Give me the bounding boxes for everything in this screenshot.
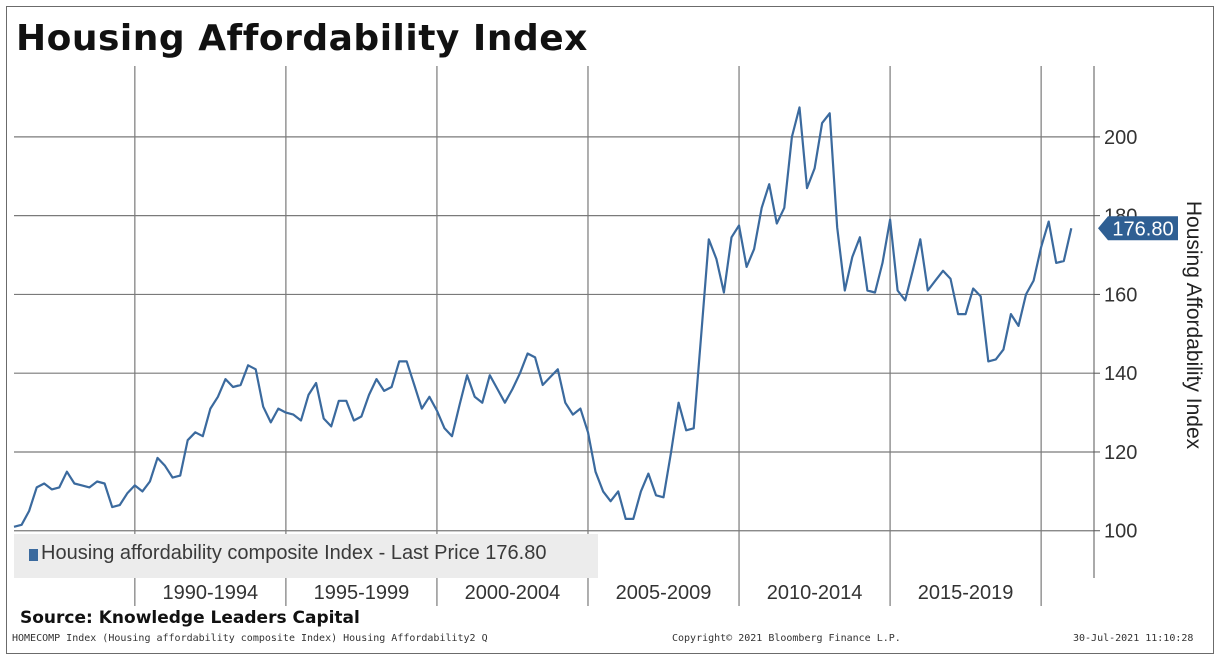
- legend: [14, 534, 598, 578]
- x-tick-labels: 1990-1994 1995-1999 2000-2004 2005-2009 2010…: [163, 582, 1014, 604]
- chart-title: Housing Affordability Index: [16, 18, 588, 59]
- series-line: [13, 106, 1073, 528]
- x-tick-label: 1995-1999: [314, 582, 410, 604]
- last-price-tag-bg: [1098, 216, 1178, 241]
- footer-timestamp: 30-Jul-2021 11:10:28: [1073, 633, 1194, 644]
- y-tick-label: 140: [1104, 363, 1137, 385]
- y-tick-label: 100: [1104, 521, 1137, 543]
- x-tick-label: 2000-2004: [465, 582, 561, 604]
- legend-swatch: [29, 549, 38, 561]
- footer-ticker: HOMECOMP Index (Housing affordability co…: [12, 633, 488, 644]
- x-tick-label: 2015-2019: [918, 582, 1014, 604]
- y-axis-label: Housing Affordability Index: [1182, 200, 1205, 450]
- x-tick-label: 1990-1994: [163, 582, 259, 604]
- source-note: Source: Knowledge Leaders Capital: [20, 608, 360, 628]
- horizontal-gridlines: [14, 136, 1094, 532]
- y-tick-labels: 100120140160180200: [1104, 127, 1137, 543]
- y-axis-label-wrap: Housing Affordability Index: [1178, 160, 1208, 490]
- x-tick-label: 2005-2009: [616, 582, 712, 604]
- last-price-tag: 176.80: [1098, 216, 1178, 241]
- x-tick-label: 2010-2014: [767, 582, 863, 604]
- vertical-gridlines: [134, 66, 1042, 606]
- legend-label: Housing affordability composite Index - …: [41, 542, 547, 564]
- series-lines: [13, 106, 1073, 528]
- axes: [1093, 66, 1100, 578]
- y-tick-label: 120: [1104, 442, 1137, 464]
- footer-copyright: Copyright© 2021 Bloomberg Finance L.P.: [672, 633, 901, 644]
- last-price-label: 176.80: [1112, 218, 1173, 240]
- y-tick-label: 160: [1104, 284, 1137, 306]
- y-tick-label: 200: [1104, 127, 1137, 149]
